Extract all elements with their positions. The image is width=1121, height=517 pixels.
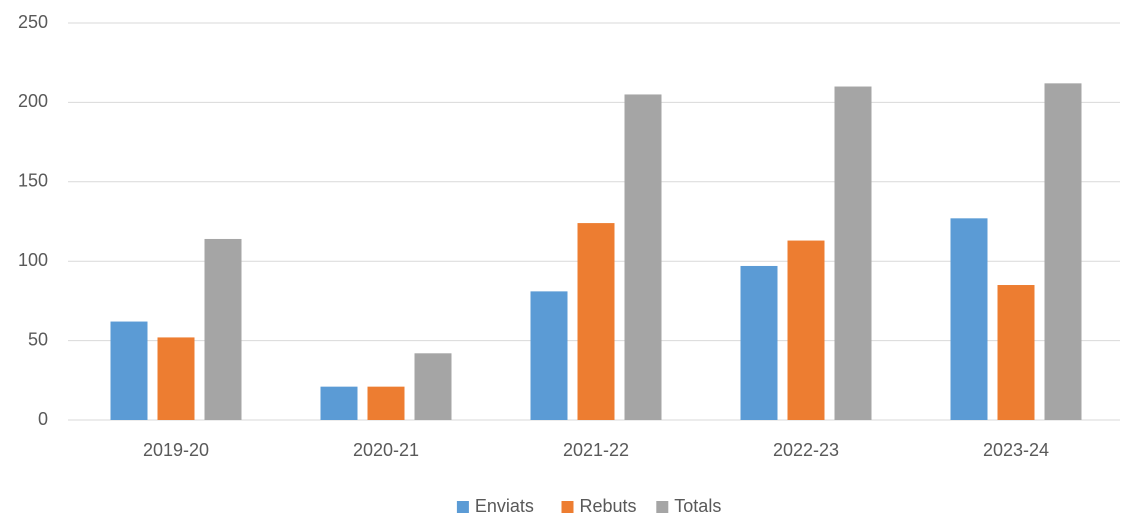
bar [787, 240, 825, 420]
bar [577, 223, 615, 420]
bar [110, 321, 148, 420]
y-tick-label: 0 [38, 409, 48, 429]
x-tick-label: 2023-24 [983, 440, 1049, 460]
bar [157, 337, 195, 420]
bar [530, 291, 568, 420]
bar [997, 285, 1035, 420]
bar [320, 386, 358, 420]
legend-label: Rebuts [580, 496, 637, 516]
y-tick-label: 50 [28, 329, 48, 349]
bar [414, 353, 452, 420]
x-tick-label: 2019-20 [143, 440, 209, 460]
legend-label: Enviats [475, 496, 534, 516]
bar [834, 86, 872, 421]
bar [1044, 83, 1082, 421]
y-tick-label: 200 [18, 91, 48, 111]
x-tick-label: 2021-22 [563, 440, 629, 460]
bar [367, 386, 405, 420]
bar [204, 238, 242, 420]
y-tick-label: 150 [18, 171, 48, 191]
legend-label: Totals [674, 496, 721, 516]
bar [740, 265, 778, 420]
legend-swatch [656, 501, 669, 513]
y-tick-label: 100 [18, 250, 48, 270]
bar [624, 94, 662, 421]
y-tick-label: 250 [18, 12, 48, 32]
bar [950, 218, 988, 420]
legend-swatch [456, 501, 469, 513]
x-tick-label: 2022-23 [773, 440, 839, 460]
x-tick-label: 2020-21 [353, 440, 419, 460]
legend-swatch [561, 501, 574, 513]
